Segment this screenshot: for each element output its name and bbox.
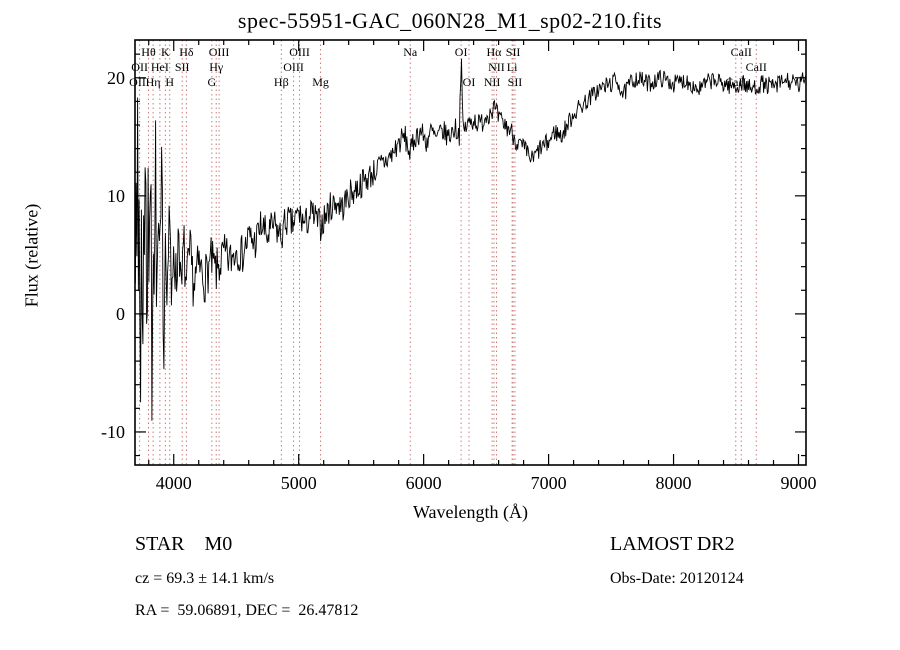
spectral-line-label: OII (129, 75, 146, 89)
y-tick-label: -10 (101, 422, 125, 442)
spectral-line-label: SII (508, 75, 523, 89)
spectral-line-label: Hθ (141, 45, 156, 59)
page-title: spec-55951-GAC_060N28_M1_sp02-210.fits (237, 8, 663, 33)
y-tick-label: 10 (107, 186, 125, 206)
spectral-line-label: OII (131, 60, 148, 74)
spectral-line-label: Na (403, 45, 418, 59)
spectral-line-label: H (165, 75, 174, 89)
spectral-line-label: NII (488, 60, 505, 74)
object-class-label: STAR M0 (135, 533, 233, 555)
ra-dec-label: RA = 59.06891, DEC = 26.47812 (135, 602, 359, 619)
obs-date-label: Obs-Date: 20120124 (610, 570, 744, 587)
spectral-line-label: Hδ (179, 45, 194, 59)
x-tick-label: 8000 (656, 473, 692, 493)
survey-label: LAMOST DR2 (610, 533, 735, 555)
spectral-line-label: OIII (289, 45, 310, 59)
y-tick-label: 20 (107, 68, 125, 88)
spectral-line-label: SII (506, 45, 521, 59)
y-tick-label: 0 (116, 304, 125, 324)
spectral-line-label: Hη (146, 75, 161, 89)
spectral-line-label: NII (484, 75, 501, 89)
cz-value-label: cz = 69.3 ± 14.1 km/s (135, 570, 275, 587)
spectral-line-label: CaII (725, 75, 746, 89)
plot-frame (134, 39, 807, 466)
spectral-line-label: SII (175, 60, 190, 74)
spectral-line-label: G (208, 75, 217, 89)
spectral-line-label: OIII (283, 60, 304, 74)
x-tick-label: 7000 (531, 473, 567, 493)
x-axis-label: Wavelength (Å) (412, 502, 528, 522)
spectral-line-label: HeI (151, 60, 169, 74)
spectral-line-label: OI (455, 45, 468, 59)
spectral-line-label: OIII (209, 45, 230, 59)
spectral-line-label: Hβ (274, 75, 289, 89)
spectral-line-label: Hγ (209, 60, 224, 74)
spectral-line-label: CaII (746, 60, 767, 74)
spectral-line-label: Li (507, 60, 518, 74)
spectrum-trace (135, 58, 806, 421)
x-tick-label: 9000 (781, 473, 817, 493)
spectral-line-label: Mg (312, 75, 329, 89)
spectral-line-label: K (161, 45, 170, 59)
spectral-line-label: CaII (731, 45, 752, 59)
x-tick-label: 4000 (156, 473, 192, 493)
spectral-line-label: Hα (487, 45, 503, 59)
x-tick-label: 6000 (406, 473, 442, 493)
x-tick-label: 5000 (281, 473, 317, 493)
spectral-line-label: OI (463, 75, 476, 89)
